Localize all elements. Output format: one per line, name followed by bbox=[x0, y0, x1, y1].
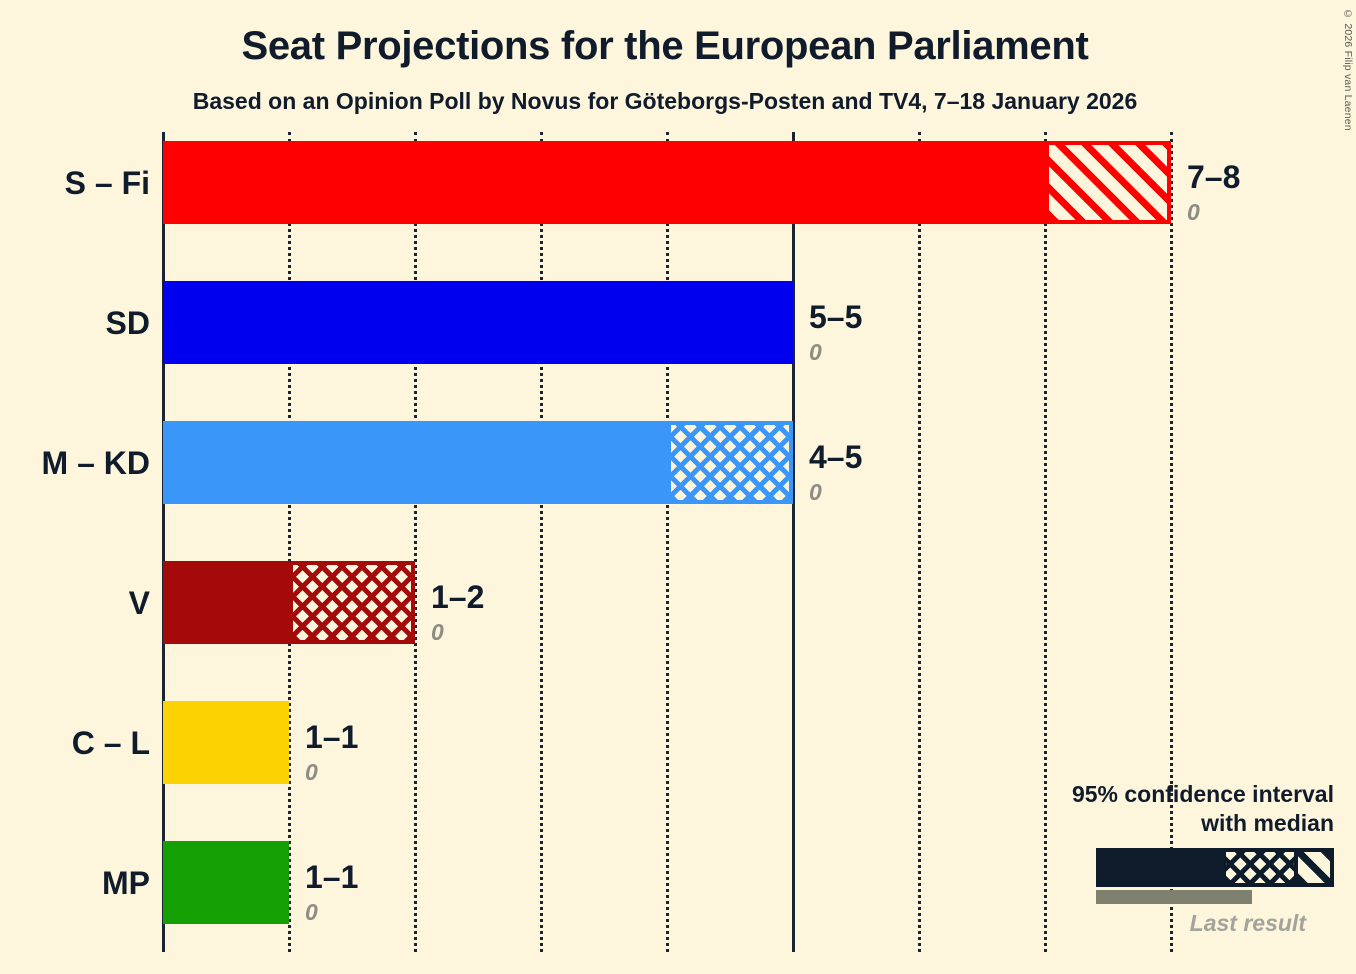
party-label-sd: SD bbox=[105, 304, 150, 341]
page-subtitle: Based on an Opinion Poll by Novus for Gö… bbox=[192, 88, 1138, 114]
legend-line-1: 95% confidence interval bbox=[1071, 781, 1334, 807]
bar-median-segment bbox=[163, 141, 1045, 224]
gridline-seat-2 bbox=[414, 132, 417, 952]
legend-line-2: with median bbox=[1201, 809, 1334, 836]
bar-median-segment bbox=[163, 281, 793, 364]
page-title: Seat Projections for the European Parlia… bbox=[241, 24, 1089, 68]
party-label-m-kd: M – KD bbox=[41, 444, 150, 481]
seat-range-label: 1–1 bbox=[305, 858, 359, 895]
party-label-c-l: C – L bbox=[71, 724, 150, 761]
bar-row: S – Fi 7–8 0 bbox=[0, 141, 1356, 224]
legend-ci-swatch bbox=[1096, 848, 1334, 887]
seat-range-label: 5–5 bbox=[809, 298, 863, 335]
party-label-v: V bbox=[128, 584, 150, 621]
bar-row: C – L 1–1 0 bbox=[0, 701, 1356, 784]
seat-range-label: 1–2 bbox=[431, 578, 485, 615]
bar-row: V 1–2 0 bbox=[0, 561, 1356, 644]
legend-diagonal-segment bbox=[1294, 848, 1334, 887]
seat-range-label: 1–1 bbox=[305, 718, 359, 755]
gridline-seat-3 bbox=[540, 132, 543, 952]
gridline-seat-4 bbox=[666, 132, 669, 952]
legend-last-result-swatch bbox=[1096, 890, 1252, 904]
bar-median-segment bbox=[163, 561, 289, 644]
gridline-seat-5 bbox=[792, 132, 795, 952]
last-result-value: 0 bbox=[305, 758, 318, 785]
bar-confidence-interval-segment bbox=[1045, 141, 1171, 224]
last-result-value: 0 bbox=[809, 338, 822, 365]
party-label-mp: MP bbox=[102, 864, 150, 901]
seat-range-label: 4–5 bbox=[809, 438, 863, 475]
bar-median-segment bbox=[163, 841, 289, 924]
gridline-seat-8 bbox=[1170, 132, 1173, 952]
bar-row: MP 1–1 0 bbox=[0, 841, 1356, 924]
last-result-value: 0 bbox=[431, 618, 444, 645]
chart-legend: 95% confidence interval with median Last… bbox=[1024, 780, 1334, 936]
legend-crosshatch-segment bbox=[1226, 848, 1294, 887]
seat-range-label: 7–8 bbox=[1187, 158, 1241, 195]
bar-median-segment bbox=[163, 421, 667, 504]
bar-row: SD 5–5 0 bbox=[0, 281, 1356, 364]
bar-confidence-interval-segment bbox=[289, 561, 415, 644]
last-result-value: 0 bbox=[809, 478, 822, 505]
gridline-seat-6 bbox=[918, 132, 921, 952]
legend-last-result-label: Last result bbox=[1189, 910, 1306, 936]
last-result-value: 0 bbox=[305, 898, 318, 925]
y-axis-line bbox=[162, 132, 165, 952]
gridline-seat-7 bbox=[1044, 132, 1047, 952]
gridline-seat-1 bbox=[288, 132, 291, 952]
bar-confidence-interval-segment bbox=[667, 421, 793, 504]
party-label-s-fi: S – Fi bbox=[64, 164, 150, 201]
copyright-notice: © 2026 Filip van Laenen bbox=[1342, 8, 1354, 131]
last-result-value: 0 bbox=[1187, 198, 1200, 225]
bar-median-segment bbox=[163, 701, 289, 784]
bar-row: M – KD 4–5 0 bbox=[0, 421, 1356, 504]
